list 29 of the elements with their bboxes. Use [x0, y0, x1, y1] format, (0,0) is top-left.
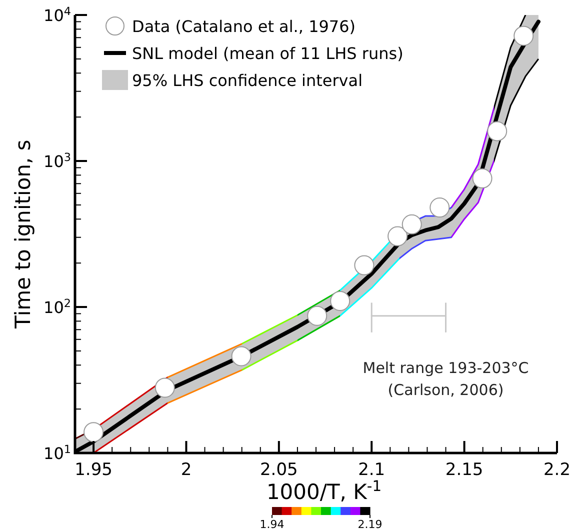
- legend-label: Data (Catalano et al., 1976): [132, 17, 356, 36]
- y-tick-label: 10$^{3}$: [44, 150, 71, 171]
- point: [514, 26, 534, 46]
- x-tick-label: 2: [180, 460, 192, 480]
- x-tick-label: 1.95: [74, 460, 112, 480]
- point: [154, 378, 175, 398]
- y-tick-label: 10$^{2}$: [44, 296, 71, 317]
- legend-label: SNL model (mean of 11 LHS runs): [132, 44, 404, 63]
- x-tick-label: 2.2: [543, 460, 571, 480]
- point: [84, 422, 104, 442]
- color-bar-label: 2.19: [358, 518, 382, 529]
- x-tick-label: 2.1: [358, 460, 386, 480]
- point: [472, 168, 492, 188]
- annotation: 95% LHS confidence interval: [132, 71, 363, 90]
- point: [330, 290, 350, 311]
- y-tick-label: 10$^{1}$: [44, 442, 71, 463]
- y-tick-label: 10$^{4}$: [44, 4, 71, 25]
- annotation: Melt range 193-203°C (Carlson, 2006): [362, 359, 529, 399]
- color-bar-label: 1.94: [260, 518, 284, 529]
- x-axis-title: 1000/T, K$^{-1}$: [266, 478, 382, 504]
- x-tick-label: 2.05: [260, 460, 298, 480]
- y-axis-title: Time to ignition, s: [11, 140, 35, 330]
- point: [354, 255, 374, 276]
- point: [307, 306, 328, 326]
- point: [487, 121, 508, 142]
- point: [231, 346, 252, 366]
- x-tick-label: 2.15: [445, 460, 484, 480]
- point: [388, 226, 408, 246]
- point: [402, 214, 422, 234]
